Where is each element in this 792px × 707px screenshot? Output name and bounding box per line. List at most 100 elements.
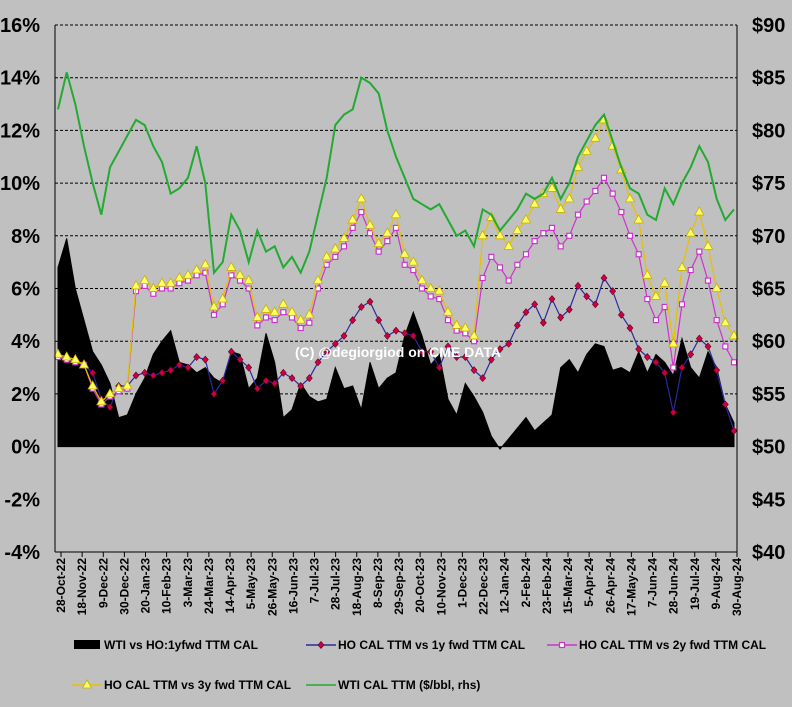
data-point bbox=[592, 187, 599, 195]
data-point bbox=[460, 322, 471, 332]
data-point bbox=[217, 293, 228, 303]
x-tick-label: 5-Apr-24 bbox=[582, 558, 596, 607]
data-point bbox=[321, 251, 332, 261]
data-point bbox=[418, 347, 426, 356]
data-point bbox=[617, 310, 625, 319]
x-tick-label: 29-Sep-23 bbox=[392, 558, 406, 615]
data-point bbox=[252, 311, 263, 321]
left-tick-label: 12% bbox=[0, 120, 40, 142]
x-tick-label: 20-Jan-23 bbox=[139, 558, 153, 614]
x-tick-label: 14-Apr-23 bbox=[223, 558, 237, 614]
x-tick-label: 30-Aug-24 bbox=[730, 558, 744, 616]
data-point bbox=[219, 301, 226, 308]
x-tick-label: 9-Aug-24 bbox=[709, 558, 723, 610]
data-point bbox=[52, 348, 64, 358]
data-point bbox=[652, 317, 660, 324]
data-point bbox=[332, 253, 339, 260]
data-point bbox=[600, 273, 608, 282]
legend-item: HO CAL TTM vs 3y fwd TTM CAL bbox=[72, 678, 291, 692]
data-point bbox=[375, 248, 382, 255]
data-point bbox=[297, 382, 305, 390]
data-point bbox=[529, 198, 540, 208]
data-point bbox=[87, 380, 98, 390]
data-point bbox=[626, 324, 634, 332]
data-point bbox=[642, 269, 653, 279]
data-point bbox=[193, 353, 201, 361]
data-point bbox=[288, 374, 296, 383]
data-point bbox=[139, 274, 150, 284]
data-point bbox=[234, 269, 246, 279]
data-point bbox=[520, 214, 532, 224]
left-tick-label: 10% bbox=[0, 173, 40, 195]
x-tick-label: 12-Jan-24 bbox=[498, 558, 512, 614]
data-point bbox=[451, 319, 462, 329]
x-tick-label: 26-May-23 bbox=[265, 558, 279, 616]
x-tick-label: 7-Jun-24 bbox=[646, 558, 660, 608]
right-tick-label: $70 bbox=[752, 226, 785, 248]
data-point bbox=[565, 305, 573, 314]
data-point bbox=[408, 256, 419, 266]
left-tick-label: -2% bbox=[4, 489, 40, 511]
data-point bbox=[591, 300, 599, 309]
x-tick-label: 7-Jul-23 bbox=[308, 558, 322, 604]
data-point bbox=[176, 280, 183, 287]
x-tick-label: 18-Nov-22 bbox=[75, 558, 89, 616]
x-tick-label: 28-Jul-23 bbox=[329, 558, 343, 610]
data-point bbox=[676, 261, 688, 271]
axes: -4% $40 -2% $45 0% $50 2% $55 4% $60 6% $65 8% $70 10%… bbox=[0, 15, 785, 616]
data-point bbox=[331, 339, 339, 348]
data-point bbox=[512, 224, 523, 234]
data-point bbox=[687, 266, 694, 274]
legend-label: HO CAL TTM vs 3y fwd TTM CAL bbox=[104, 678, 291, 692]
legend-marker bbox=[81, 679, 93, 689]
data-point bbox=[444, 342, 452, 351]
data-point bbox=[531, 237, 538, 245]
data-point bbox=[566, 232, 573, 239]
data-point bbox=[453, 353, 461, 361]
data-point bbox=[245, 285, 252, 292]
data-point bbox=[182, 269, 194, 279]
data-point bbox=[366, 297, 374, 306]
x-tick-label: 22-Dec-23 bbox=[477, 558, 491, 615]
data-point bbox=[583, 292, 591, 301]
data-point bbox=[546, 182, 558, 192]
data-point bbox=[704, 342, 712, 351]
data-point bbox=[711, 282, 722, 292]
data-point bbox=[644, 295, 651, 303]
data-point bbox=[425, 282, 436, 292]
data-point bbox=[323, 347, 331, 356]
data-point bbox=[695, 334, 703, 343]
data-point bbox=[312, 274, 324, 284]
data-point bbox=[435, 363, 443, 372]
right-tick-label: $60 bbox=[752, 331, 785, 353]
data-point bbox=[130, 280, 142, 290]
data-point bbox=[721, 400, 729, 409]
data-point bbox=[713, 317, 720, 324]
data-point bbox=[200, 258, 211, 269]
data-point bbox=[477, 229, 488, 240]
data-point bbox=[555, 203, 566, 213]
data-point bbox=[453, 327, 460, 334]
data-point bbox=[468, 330, 480, 340]
data-point bbox=[390, 208, 402, 219]
data-point bbox=[503, 240, 514, 250]
data-point bbox=[392, 326, 400, 335]
x-tick-label: 20-Oct-23 bbox=[413, 558, 427, 613]
data-point bbox=[226, 261, 237, 271]
data-point bbox=[444, 317, 452, 324]
data-point bbox=[401, 329, 409, 338]
x-tick-label: 8-Sep-23 bbox=[371, 558, 385, 608]
data-point bbox=[633, 214, 644, 224]
x-tick-label: 24-Mar-23 bbox=[202, 558, 216, 614]
data-point bbox=[288, 314, 296, 321]
data-point bbox=[305, 374, 313, 383]
data-point bbox=[418, 285, 426, 292]
data-point bbox=[539, 318, 547, 327]
data-point bbox=[652, 358, 660, 367]
data-point bbox=[227, 347, 235, 356]
data-point bbox=[728, 330, 740, 340]
legend-label: HO CAL TTM vs 2y fwd TTM CAL bbox=[579, 638, 766, 652]
legend-label: HO CAL TTM vs 1y fwd TTM CAL bbox=[338, 638, 525, 652]
right-tick-label: $40 bbox=[752, 542, 785, 564]
